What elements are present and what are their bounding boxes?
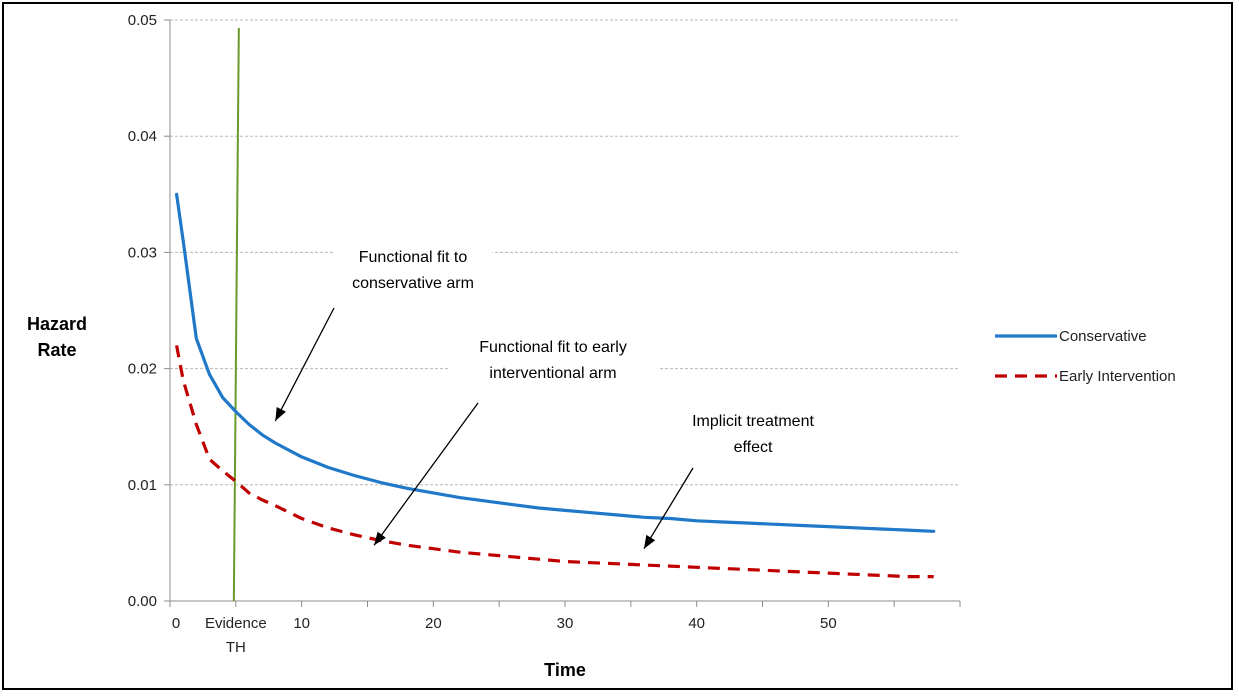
- annotation-1: Functional fit to early interventional ar…: [373, 332, 658, 546]
- gridlines: [170, 19, 960, 486]
- annotation-bg-1: [448, 332, 658, 392]
- legend: Conservative Early Intervention: [989, 318, 1219, 386]
- y-tick-label-0: 0.00: [128, 593, 157, 610]
- annotation-text-0-1: conservative arm: [352, 275, 474, 292]
- evidence-threshold-label-line1: Evidence: [205, 615, 267, 632]
- annotation-arrowhead-1: [374, 531, 386, 546]
- annotation-text-0-0: Functional fit to: [359, 249, 468, 266]
- x-tick-label-1: 10: [293, 615, 310, 632]
- annotation-bg-2: [669, 406, 837, 466]
- y-tick-label-4: 0.04: [128, 128, 157, 145]
- series-lines: [175, 192, 936, 579]
- annotation-2: Implicit treatment effect: [643, 406, 837, 550]
- x-tick-label-5: 50: [820, 615, 837, 632]
- evidence-threshold: Evidence TH: [205, 27, 267, 656]
- x-tick-label-0: 0: [172, 615, 180, 632]
- x-tick-label-3: 30: [557, 615, 574, 632]
- annotation-text-1-1: interventional arm: [489, 365, 616, 382]
- annotation-text-2-1: effect: [734, 439, 773, 456]
- annotation-0: Functional fit to conservative arm: [274, 242, 493, 422]
- legend-label-1: Early Intervention: [1059, 368, 1176, 385]
- annotation-text-1-0: Functional fit to early: [479, 339, 627, 356]
- legend-bg: [989, 318, 1219, 386]
- annotation-bg-0: [333, 242, 493, 302]
- y-tick-label-2: 0.02: [128, 361, 157, 378]
- series-line-early-intervention: [175, 345, 934, 579]
- annotation-arrow-line-1: [373, 402, 479, 546]
- y-axis-title-line1: Hazard: [27, 314, 87, 334]
- y-tick-label-3: 0.03: [128, 244, 157, 261]
- x-axis-title: Time: [544, 660, 586, 680]
- annotation-arrowhead-0: [275, 407, 286, 421]
- axes: 0.00 0.01 0.02 0.03 0.04 0.05 0 10 20 30 40 50: [128, 12, 961, 632]
- x-tick-label-2: 20: [425, 615, 442, 632]
- annotation-arrow-line-0: [274, 307, 335, 422]
- annotation-arrow-line-2: [643, 467, 694, 550]
- y-tick-label-1: 0.01: [128, 477, 157, 494]
- y-tick-label-5: 0.05: [128, 12, 157, 29]
- y-axis-title-line2: Rate: [37, 340, 76, 360]
- legend-label-0: Conservative: [1059, 328, 1147, 345]
- annotation-arrowhead-2: [644, 534, 656, 549]
- annotation-text-2-0: Implicit treatment: [692, 413, 814, 430]
- evidence-threshold-line: [232, 27, 240, 602]
- x-tick-label-4: 40: [688, 615, 705, 632]
- series-line-conservative: [175, 192, 936, 533]
- evidence-threshold-label-line2: TH: [226, 639, 246, 656]
